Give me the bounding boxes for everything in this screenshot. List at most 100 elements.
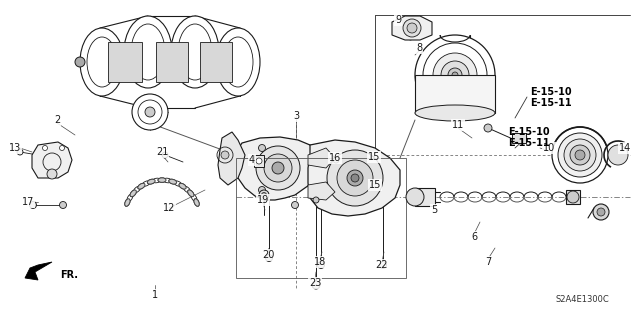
Text: 9: 9 bbox=[395, 15, 401, 25]
Text: FR.: FR. bbox=[60, 270, 78, 280]
Text: 4: 4 bbox=[249, 155, 255, 165]
Ellipse shape bbox=[143, 181, 150, 186]
Text: 1: 1 bbox=[152, 290, 158, 300]
Text: 19: 19 bbox=[257, 195, 269, 205]
Text: E-15-10: E-15-10 bbox=[508, 127, 550, 137]
Ellipse shape bbox=[184, 186, 190, 193]
Circle shape bbox=[42, 145, 47, 151]
Ellipse shape bbox=[216, 28, 260, 96]
Polygon shape bbox=[32, 142, 72, 178]
Polygon shape bbox=[25, 262, 52, 280]
Ellipse shape bbox=[138, 183, 145, 189]
Circle shape bbox=[593, 204, 609, 220]
Circle shape bbox=[17, 149, 23, 155]
Ellipse shape bbox=[124, 16, 172, 88]
Text: 17: 17 bbox=[22, 197, 34, 207]
Text: 13: 13 bbox=[9, 143, 21, 153]
Circle shape bbox=[441, 61, 469, 89]
Circle shape bbox=[317, 262, 324, 269]
Circle shape bbox=[256, 146, 300, 190]
Ellipse shape bbox=[127, 194, 133, 201]
Circle shape bbox=[291, 202, 298, 209]
Text: 22: 22 bbox=[376, 260, 388, 270]
Text: 8: 8 bbox=[416, 43, 422, 53]
Text: 12: 12 bbox=[163, 203, 175, 213]
Ellipse shape bbox=[179, 183, 186, 189]
Text: 7: 7 bbox=[485, 257, 491, 267]
Ellipse shape bbox=[174, 181, 182, 186]
Text: 18: 18 bbox=[314, 257, 326, 267]
Circle shape bbox=[484, 124, 492, 132]
Circle shape bbox=[564, 139, 596, 171]
Ellipse shape bbox=[158, 178, 166, 182]
Ellipse shape bbox=[169, 179, 177, 184]
Circle shape bbox=[552, 127, 608, 183]
Circle shape bbox=[256, 158, 262, 164]
Ellipse shape bbox=[147, 179, 155, 184]
Circle shape bbox=[262, 192, 266, 197]
Circle shape bbox=[333, 157, 339, 163]
Circle shape bbox=[452, 72, 458, 78]
Circle shape bbox=[567, 191, 579, 203]
Ellipse shape bbox=[125, 199, 130, 206]
Circle shape bbox=[60, 145, 65, 151]
Ellipse shape bbox=[134, 186, 140, 193]
Circle shape bbox=[266, 255, 273, 262]
Polygon shape bbox=[308, 148, 335, 168]
Ellipse shape bbox=[194, 199, 199, 206]
Ellipse shape bbox=[130, 190, 136, 197]
Ellipse shape bbox=[158, 178, 166, 182]
Ellipse shape bbox=[163, 178, 172, 183]
Ellipse shape bbox=[80, 28, 124, 96]
Polygon shape bbox=[156, 42, 188, 82]
Text: 20: 20 bbox=[262, 250, 274, 260]
Circle shape bbox=[272, 162, 284, 174]
Circle shape bbox=[259, 187, 266, 194]
Text: 2: 2 bbox=[54, 115, 60, 125]
Circle shape bbox=[132, 94, 168, 130]
Text: 3: 3 bbox=[293, 111, 299, 121]
Text: 11: 11 bbox=[452, 120, 464, 130]
Circle shape bbox=[448, 68, 462, 82]
Circle shape bbox=[145, 107, 155, 117]
Circle shape bbox=[221, 151, 229, 159]
Circle shape bbox=[259, 145, 266, 152]
Ellipse shape bbox=[138, 183, 145, 189]
Text: E-15-11: E-15-11 bbox=[508, 138, 550, 148]
Circle shape bbox=[407, 23, 417, 33]
Circle shape bbox=[162, 152, 168, 158]
Ellipse shape bbox=[188, 190, 194, 197]
Ellipse shape bbox=[188, 190, 194, 197]
Ellipse shape bbox=[169, 179, 177, 184]
Bar bbox=[566, 190, 580, 204]
Circle shape bbox=[47, 169, 57, 179]
Circle shape bbox=[403, 19, 421, 37]
Circle shape bbox=[327, 150, 383, 206]
Bar bbox=[415, 188, 435, 206]
Ellipse shape bbox=[117, 49, 133, 75]
Bar bbox=[512, 133, 526, 143]
Ellipse shape bbox=[415, 105, 495, 121]
Circle shape bbox=[75, 57, 85, 67]
Circle shape bbox=[415, 35, 495, 115]
Text: 6: 6 bbox=[471, 232, 477, 242]
Text: 14: 14 bbox=[619, 143, 631, 153]
Polygon shape bbox=[108, 42, 142, 82]
Polygon shape bbox=[234, 137, 320, 200]
Text: 16: 16 bbox=[329, 153, 341, 163]
Ellipse shape bbox=[152, 178, 161, 183]
Ellipse shape bbox=[130, 190, 136, 197]
Text: E-15-11: E-15-11 bbox=[530, 98, 572, 108]
Circle shape bbox=[264, 154, 292, 182]
Ellipse shape bbox=[207, 49, 223, 75]
Polygon shape bbox=[200, 42, 232, 82]
Text: 15: 15 bbox=[368, 152, 380, 162]
Polygon shape bbox=[392, 16, 432, 40]
Circle shape bbox=[380, 262, 387, 269]
Circle shape bbox=[406, 188, 424, 206]
Text: 21: 21 bbox=[156, 147, 168, 157]
Circle shape bbox=[313, 197, 319, 203]
Circle shape bbox=[259, 190, 269, 200]
Ellipse shape bbox=[147, 179, 155, 184]
Ellipse shape bbox=[125, 199, 130, 206]
